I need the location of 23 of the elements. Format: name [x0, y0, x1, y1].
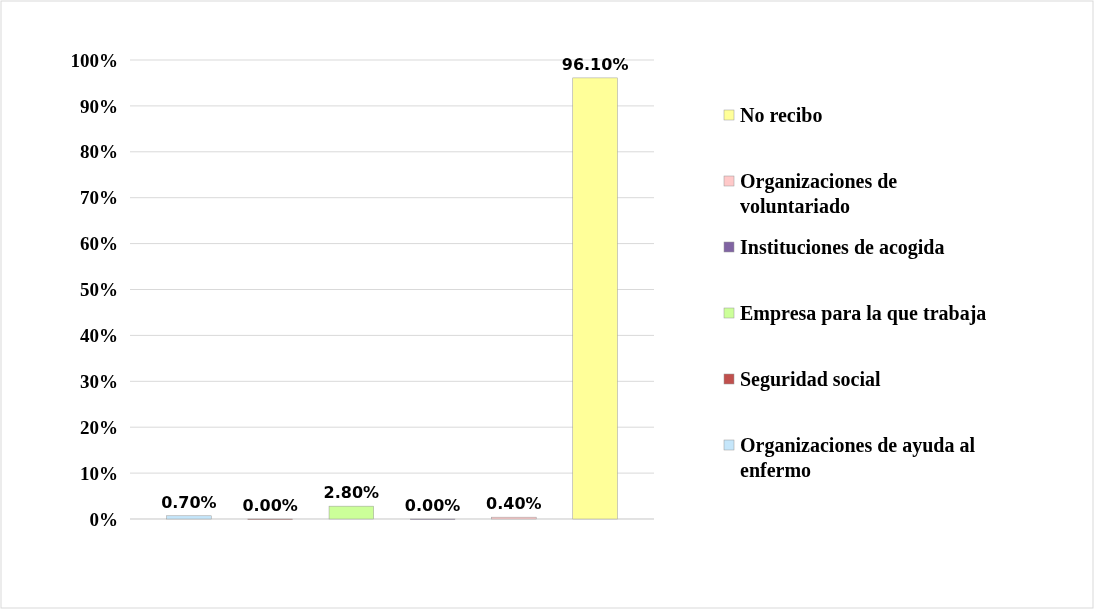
legend-label: Organizaciones de voluntariado	[740, 170, 898, 217]
data-label: 0.00%	[242, 496, 298, 515]
legend-label: Organizaciones de ayuda al enfermo	[740, 434, 976, 481]
y-tick-label: 30%	[80, 370, 118, 392]
y-tick-label: 60%	[80, 233, 118, 255]
y-tick-label: 70%	[80, 187, 118, 209]
y-tick-label: 10%	[80, 462, 118, 484]
y-tick-label: 100%	[70, 49, 118, 71]
data-label: 0.00%	[404, 496, 461, 515]
legend-label: Instituciones de acogida	[740, 236, 945, 259]
data-label: 0.40%	[486, 494, 542, 514]
y-tick-label: 40%	[80, 325, 118, 347]
data-label: 96.10%	[561, 54, 629, 74]
y-tick-label: 50%	[80, 279, 118, 301]
legend-label: Seguridad social	[740, 368, 882, 391]
data-label: 0.70%	[161, 492, 217, 512]
legend-label: No recibo	[740, 104, 823, 126]
data-label: 2.80%	[323, 483, 380, 503]
y-tick-label: 90%	[80, 95, 118, 117]
y-tick-label: 0%	[89, 508, 118, 530]
y-tick-label: 20%	[80, 416, 118, 438]
legend-label: Empresa para la que trabaja	[740, 302, 987, 325]
y-tick-label: 80%	[80, 141, 118, 163]
